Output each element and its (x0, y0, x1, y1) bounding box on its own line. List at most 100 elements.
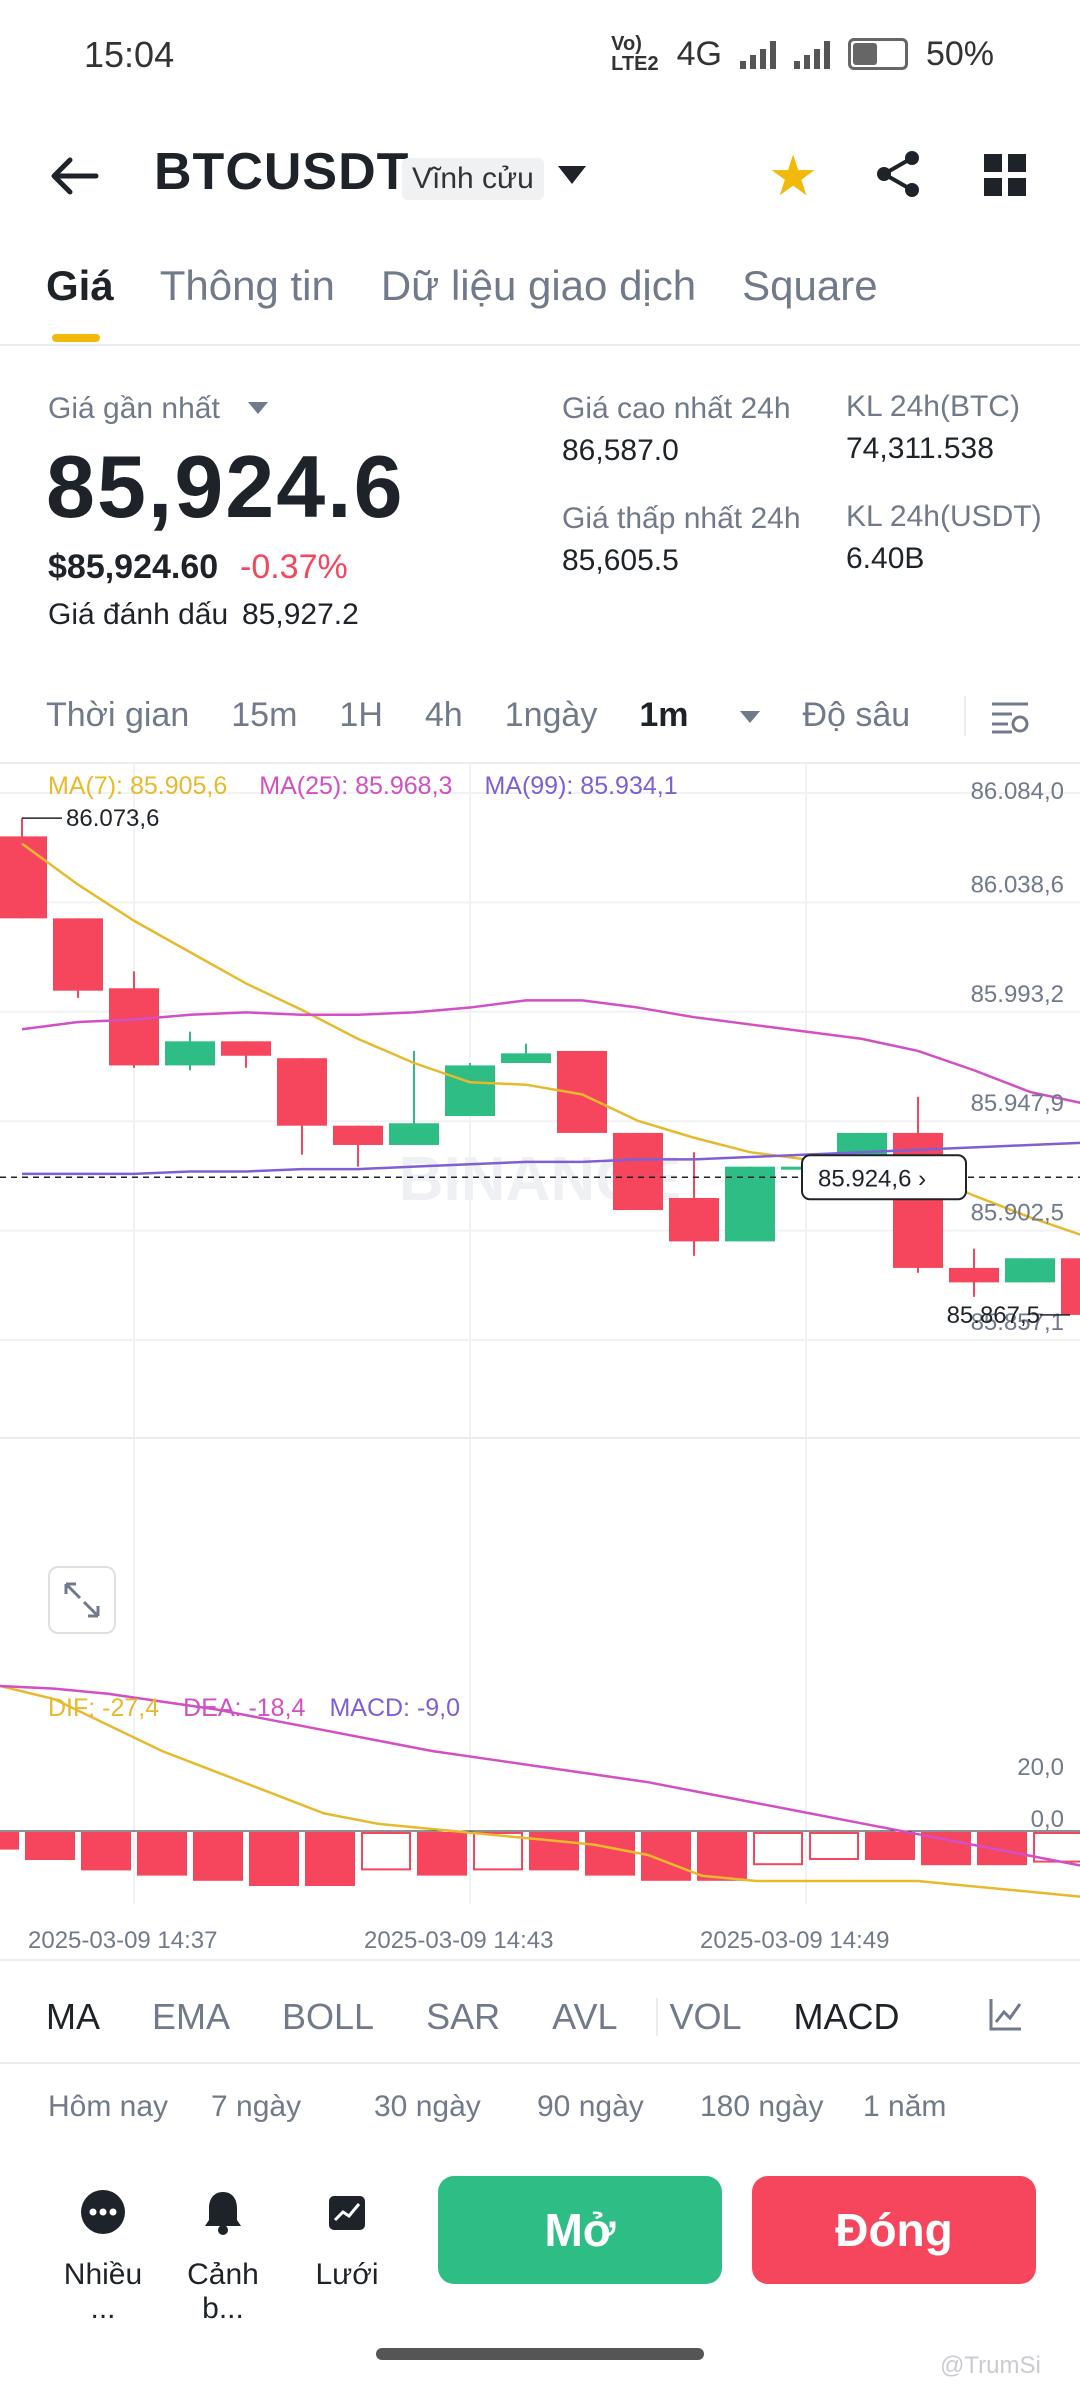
last-price: 85,924.6 (46, 437, 405, 536)
macd-histogram-bar (697, 1832, 747, 1881)
low-24h-label: Giá thấp nhất 24h (562, 502, 801, 535)
macd-histogram-bar (585, 1832, 635, 1876)
low-24h-value: 85,605.5 (562, 544, 679, 577)
more-button[interactable]: Nhiều ... (48, 2188, 158, 2326)
tab-square[interactable]: Square (742, 262, 878, 309)
period-today[interactable]: Hôm nay (48, 2090, 169, 2123)
chart-settings-icon[interactable] (990, 700, 1030, 736)
divider (0, 762, 1080, 764)
dea-value: DEA: -18,4 (183, 1694, 306, 1722)
interval-15m[interactable]: 15m (231, 696, 298, 734)
indicator-settings-icon[interactable] (988, 1996, 1024, 2032)
network-label: 4G (676, 34, 722, 73)
time-axis-label: 2025-03-09 14:37 (28, 1927, 218, 1954)
candle-body (501, 1053, 551, 1064)
period-90d[interactable]: 90 ngày (537, 2090, 644, 2123)
candle-body (333, 1125, 383, 1145)
indicator-vol[interactable]: VOL (669, 1996, 742, 2037)
chevron-down-icon (740, 711, 761, 724)
indicator-sar[interactable]: SAR (426, 1996, 501, 2037)
ma25-line (21, 999, 1080, 1104)
candle-body (1061, 1258, 1080, 1315)
macd-histogram-bar (249, 1832, 299, 1886)
macd-value: MACD: -9,0 (329, 1694, 461, 1722)
indicator-ema[interactable]: EMA (152, 1996, 231, 2037)
candle-body (277, 1058, 327, 1126)
vol-btc-value: 74,311.538 (846, 432, 994, 465)
grid-label: Lưới (315, 2258, 379, 2291)
indicator-boll[interactable]: BOLL (282, 1996, 375, 2037)
indicator-avl[interactable]: AVL (552, 1996, 618, 2037)
interval-selected[interactable]: 1m (639, 696, 761, 735)
home-indicator[interactable] (376, 2348, 704, 2360)
volte-icon: Vo) LTE2 (611, 33, 659, 75)
ma-legend: MA(7): 85.905,6 MA(25): 85.968,3 MA(99):… (48, 772, 678, 801)
macd-histogram-bar (25, 1832, 75, 1860)
divider (656, 1998, 658, 2036)
grid-button[interactable]: Lưới (292, 2188, 402, 2292)
time-axis-label: 2025-03-09 14:43 (364, 1927, 554, 1954)
period-7d[interactable]: 7 ngày (211, 2090, 302, 2123)
share-icon[interactable] (872, 148, 924, 200)
signal-icon (739, 39, 776, 69)
ma25-value: MA(25): 85.968,3 (259, 772, 453, 800)
grid-bot-icon (329, 2196, 365, 2230)
candlestick-chart[interactable]: BINANCE 85.924,6 ›86.084,086.038,685.993,… (0, 764, 1080, 1964)
more-dots-icon (81, 2190, 125, 2234)
depth-tab[interactable]: Độ sâu (802, 696, 911, 734)
dif-line (0, 1684, 1080, 1898)
macd-axis-label: 20,0 (1017, 1754, 1064, 1781)
macd-histogram-bar (305, 1832, 355, 1886)
macd-histogram-bar (977, 1832, 1027, 1866)
divider (0, 2062, 1080, 2064)
macd-legend: DIF: -27,4 DEA: -18,4 MACD: -9,0 (48, 1694, 460, 1723)
period-180d[interactable]: 180 ngày (700, 2090, 824, 2123)
symbol-dropdown-icon[interactable] (558, 166, 586, 184)
more-label: Nhiều ... (63, 2258, 143, 2325)
layout-grid-icon[interactable] (984, 154, 1026, 196)
status-time: 15:04 (84, 34, 175, 75)
candle-body (613, 1132, 663, 1211)
usd-price: $85,924.60 (48, 548, 219, 586)
back-arrow-icon[interactable] (48, 150, 100, 202)
tab-trading-data[interactable]: Dữ liệu giao dịch (380, 262, 697, 309)
time-axis-label: 2025-03-09 14:49 (700, 1927, 890, 1954)
indicator-macd[interactable]: MACD (793, 1996, 900, 2037)
candle-body (725, 1166, 775, 1242)
ma7-value: MA(7): 85.905,6 (48, 772, 228, 800)
candle-body (1005, 1258, 1055, 1283)
interval-1h[interactable]: 1H (339, 696, 383, 734)
tab-price[interactable]: Giá (46, 262, 114, 309)
period-30d[interactable]: 30 ngày (374, 2090, 481, 2123)
battery-level: 50% (925, 34, 994, 73)
candle-body (0, 836, 47, 919)
status-bar-right: Vo) LTE2 4G 50% (611, 34, 994, 74)
interval-4h[interactable]: 4h (424, 696, 463, 734)
price-axis-label: 86.038,6 (971, 871, 1064, 898)
indicator-tabs: MA EMA BOLL SAR AVL VOL MACD (46, 1996, 952, 2038)
interval-time[interactable]: Thời gian (46, 696, 190, 734)
period-1y[interactable]: 1 năm (863, 2090, 947, 2123)
vol-usdt-label: KL 24h(USDT) (846, 500, 1042, 533)
low-marker-label: 85.867,5 (947, 1302, 1040, 1329)
expand-chart-icon[interactable] (48, 1566, 116, 1634)
tab-info[interactable]: Thông tin (159, 262, 335, 309)
ma99-line (22, 1141, 1080, 1176)
open-position-button[interactable]: Mở (438, 2176, 722, 2284)
macd-histogram-bar (137, 1832, 187, 1876)
macd-histogram-bar (361, 1832, 411, 1871)
alert-button[interactable]: Cảnh b... (168, 2188, 278, 2326)
interval-1d[interactable]: 1ngày (504, 696, 598, 734)
indicator-ma[interactable]: MA (46, 1996, 100, 2037)
ma99-value: MA(99): 85.934,1 (484, 772, 678, 800)
price-change-percent: -0.37% (240, 548, 348, 586)
symbol-title[interactable]: BTCUSDT (154, 143, 410, 201)
divider (964, 696, 966, 736)
last-price-dropdown-icon[interactable] (248, 402, 268, 414)
price-axis-label: 85.947,9 (971, 1090, 1064, 1117)
price-axis-label: 85.993,2 (971, 981, 1064, 1008)
favorite-star-icon[interactable]: ★ (768, 144, 819, 207)
bell-icon (205, 2192, 241, 2235)
close-position-button[interactable]: Đóng (752, 2176, 1036, 2284)
candle-body (53, 918, 103, 991)
